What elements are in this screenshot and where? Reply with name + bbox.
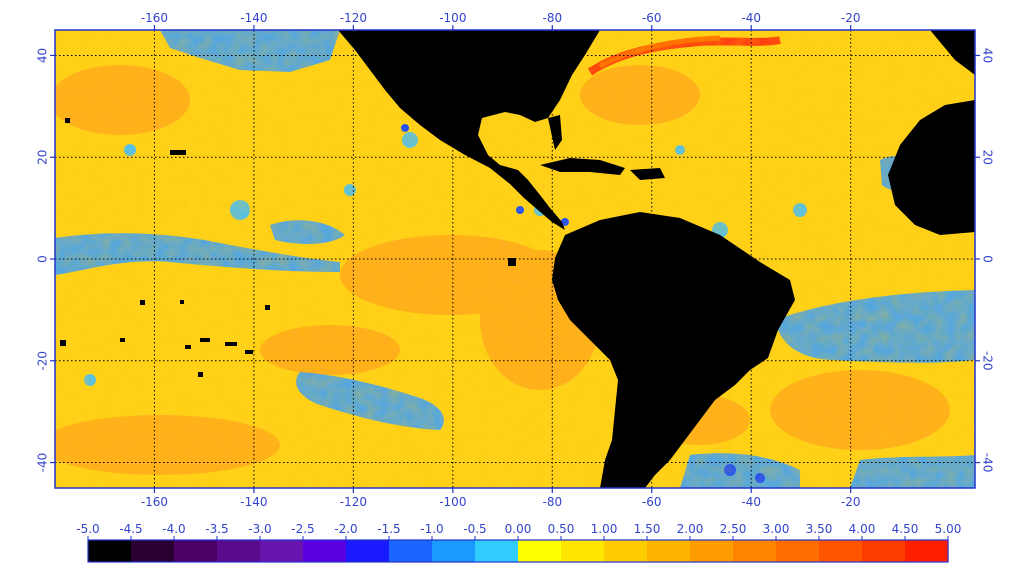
gridlines xyxy=(55,30,975,488)
colorbar-swatch xyxy=(260,540,304,562)
lon-tick-label-bottom: -120 xyxy=(340,495,367,509)
lon-tick-label-top: -20 xyxy=(841,11,861,25)
colorbar-swatch xyxy=(346,540,390,562)
colorbar-label: -1.0 xyxy=(420,522,443,536)
africa xyxy=(888,100,975,235)
colorbar-label: -0.5 xyxy=(463,522,486,536)
lon-tick-label-bottom: -60 xyxy=(642,495,662,509)
lat-tick-label-right: 40 xyxy=(981,48,995,63)
lat-tick-label-left: 40 xyxy=(36,48,50,63)
colorbar-label: -3.0 xyxy=(248,522,271,536)
lat-tick-label-left: -40 xyxy=(36,453,50,473)
colorbar-swatch xyxy=(303,540,347,562)
lon-tick-label-top: -60 xyxy=(642,11,662,25)
lat-tick-label-left: -20 xyxy=(36,351,50,371)
colorbar-swatch xyxy=(776,540,820,562)
colorbar-label: 5.00 xyxy=(935,522,962,536)
lon-tick-label-bottom: -40 xyxy=(741,495,761,509)
colorbar-swatch xyxy=(690,540,734,562)
colorbar-swatch xyxy=(647,540,691,562)
colorbar-label: 0.00 xyxy=(505,522,532,536)
colorbar-label: 1.00 xyxy=(591,522,618,536)
colorbar-label: 1.50 xyxy=(634,522,661,536)
map-plot-area xyxy=(55,30,975,488)
colorbar-swatch xyxy=(862,540,906,562)
colorbar-label: 2.00 xyxy=(677,522,704,536)
lon-tick-label-top: -80 xyxy=(542,11,562,25)
colorbar-label: 4.00 xyxy=(849,522,876,536)
hawaii xyxy=(170,150,186,155)
colorbar-swatch xyxy=(389,540,433,562)
north-america xyxy=(338,30,600,230)
bottom-lon-ticks: -160 -140 -120 -100 -80 -60 -40 -20 xyxy=(141,488,861,509)
colorbar-label: -2.5 xyxy=(291,522,314,536)
colorbar-swatch xyxy=(604,540,648,562)
galapagos xyxy=(508,258,516,266)
florida xyxy=(548,115,562,150)
colorbar-labels: -5.0 -4.5 -4.0 -3.5 -3.0 -2.5 -2.0 -1.5 -1.0 -0.5… xyxy=(76,522,961,540)
colorbar-swatch xyxy=(88,540,132,562)
colorbar-swatch xyxy=(733,540,777,562)
colorbar-swatch xyxy=(131,540,175,562)
colorbar-label: -5.0 xyxy=(76,522,99,536)
colorbar-label: -4.5 xyxy=(119,522,142,536)
left-lat-ticks: 40 20 0 -20 -40 xyxy=(36,48,55,473)
lon-tick-label-top: -120 xyxy=(340,11,367,25)
colorbar-label: 4.50 xyxy=(892,522,919,536)
colorbar-label: -2.0 xyxy=(334,522,357,536)
lat-tick-label-right: -40 xyxy=(981,453,995,473)
colorbar-swatch xyxy=(217,540,261,562)
lon-tick-label-bottom: -20 xyxy=(841,495,861,509)
lon-tick-label-top: -160 xyxy=(141,11,168,25)
hispaniola xyxy=(630,168,665,180)
lat-tick-label-right: 20 xyxy=(981,150,995,165)
colorbar-label: 2.50 xyxy=(720,522,747,536)
colorbar-label: 0.50 xyxy=(548,522,575,536)
pacific-islands xyxy=(60,118,270,377)
colorbar-label: -3.5 xyxy=(205,522,228,536)
lat-tick-label-right: 0 xyxy=(981,255,995,263)
right-lat-ticks: 40 20 0 -20 -40 xyxy=(975,48,995,473)
land-masses xyxy=(60,30,975,488)
lon-tick-label-top: -40 xyxy=(741,11,761,25)
lon-tick-label-bottom: -160 xyxy=(141,495,168,509)
lat-tick-label-left: 0 xyxy=(36,255,50,263)
colorbar-label: -4.0 xyxy=(162,522,185,536)
colorbar-swatch xyxy=(174,540,218,562)
lat-tick-label-right: -20 xyxy=(981,351,995,371)
lat-tick-label-left: 20 xyxy=(36,150,50,165)
lon-tick-label-bottom: -100 xyxy=(439,495,466,509)
colorbar-swatch xyxy=(432,540,476,562)
lon-tick-label-top: -100 xyxy=(439,11,466,25)
colorbar xyxy=(87,539,949,563)
lon-tick-label-bottom: -140 xyxy=(240,495,267,509)
colorbar-label: 3.00 xyxy=(763,522,790,536)
colorbar-swatch xyxy=(518,540,562,562)
greenland-edge xyxy=(930,30,975,75)
colorbar-label: 3.50 xyxy=(806,522,833,536)
top-lon-ticks: -160 -140 -120 -100 -80 -60 -40 -20 xyxy=(141,11,861,30)
lon-tick-label-top: -140 xyxy=(240,11,267,25)
lon-tick-label-bottom: -80 xyxy=(542,495,562,509)
colorbar-swatch xyxy=(905,540,949,562)
south-america xyxy=(552,212,795,488)
colorbar-label: -1.5 xyxy=(377,522,400,536)
cuba xyxy=(540,158,625,175)
colorbar-swatch xyxy=(561,540,605,562)
colorbar-swatch xyxy=(475,540,519,562)
colorbar-swatch xyxy=(819,540,863,562)
